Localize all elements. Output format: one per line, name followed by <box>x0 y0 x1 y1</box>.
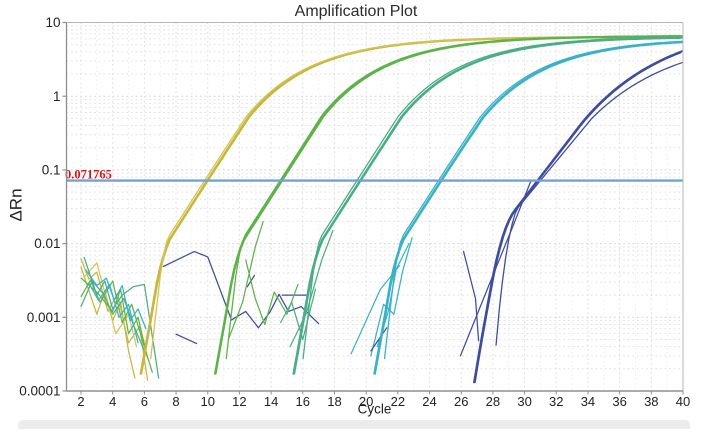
svg-text:22: 22 <box>391 394 405 409</box>
svg-text:2: 2 <box>77 394 84 409</box>
svg-text:4: 4 <box>109 394 116 409</box>
svg-text:36: 36 <box>612 394 626 409</box>
svg-text:6: 6 <box>141 394 148 409</box>
svg-text:14: 14 <box>264 394 278 409</box>
svg-text:0.1: 0.1 <box>42 163 61 178</box>
svg-text:32: 32 <box>549 394 563 409</box>
svg-text:28: 28 <box>486 394 500 409</box>
svg-text:1: 1 <box>53 89 61 104</box>
svg-text:0.0001: 0.0001 <box>19 384 60 399</box>
svg-text:ΔRn: ΔRn <box>7 188 26 221</box>
svg-text:10: 10 <box>45 15 60 30</box>
svg-text:Cycle: Cycle <box>358 402 392 417</box>
svg-text:10: 10 <box>201 394 215 409</box>
svg-text:20: 20 <box>359 394 373 409</box>
svg-text:34: 34 <box>581 394 595 409</box>
svg-text:Amplification Plot: Amplification Plot <box>295 3 418 20</box>
svg-text:0.001: 0.001 <box>27 310 61 325</box>
svg-text:30: 30 <box>517 394 531 409</box>
svg-text:24: 24 <box>422 394 436 409</box>
svg-text:0.071765: 0.071765 <box>65 168 112 182</box>
svg-text:8: 8 <box>172 394 179 409</box>
svg-text:12: 12 <box>232 394 246 409</box>
svg-text:0.01: 0.01 <box>34 236 60 251</box>
svg-text:38: 38 <box>644 394 658 409</box>
svg-text:26: 26 <box>454 394 468 409</box>
svg-text:18: 18 <box>327 394 341 409</box>
svg-text:16: 16 <box>296 394 310 409</box>
svg-text:40: 40 <box>676 394 690 409</box>
